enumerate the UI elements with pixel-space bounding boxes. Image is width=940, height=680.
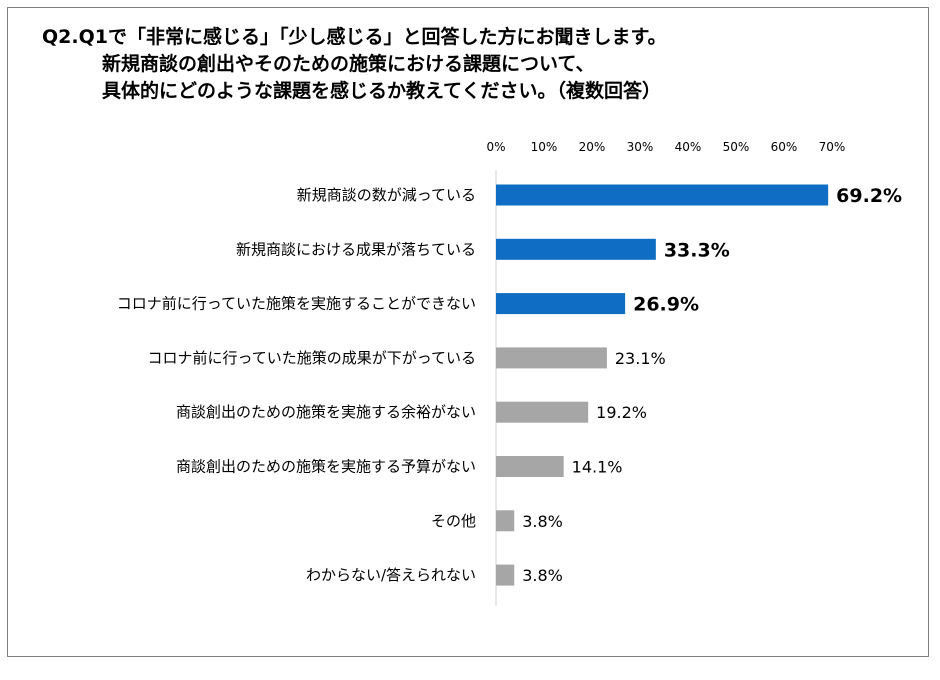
question-line-2: 新規商談の創出やそのための施策における課題について、: [102, 53, 595, 75]
x-tick-label: 10%: [531, 140, 558, 154]
x-tick-label: 40%: [675, 140, 702, 154]
bar: [496, 347, 607, 369]
data-label: 3.8%: [522, 512, 563, 531]
bar: [496, 401, 589, 423]
x-tick-label: 50%: [723, 140, 750, 154]
bar: [496, 184, 829, 206]
bar: [496, 456, 564, 477]
category-label: 新規商談における成果が落ちている: [236, 240, 476, 258]
data-label: 26.9%: [633, 294, 699, 316]
question-title: Q2.Q1で「非常に感じる」「少し感じる」と回答した方にお聞きします。 新規商談…: [42, 24, 667, 105]
category-label: 商談創出のための施策を実施する余裕がない: [176, 403, 476, 421]
bar: [496, 564, 515, 586]
category-label: その他: [431, 512, 476, 530]
x-tick-label: 60%: [771, 140, 798, 154]
category-label: コロナ前に行っていた施策の成果が下がっている: [147, 349, 476, 367]
category-label: 新規商談の数が減っている: [297, 186, 476, 204]
question-line-1: Q2.Q1で「非常に感じる」「少し感じる」と回答した方にお聞きします。: [42, 26, 667, 48]
x-tick-label: 70%: [819, 140, 846, 154]
bar: [496, 293, 626, 315]
category-label: わからない/答えられない: [306, 566, 476, 584]
category-label: コロナ前に行っていた施策を実施することができない: [117, 295, 476, 313]
x-tick-label: 0%: [486, 140, 505, 154]
bar: [496, 510, 515, 532]
question-line-3: 具体的にどのような課題を感じるか教えてください。（複数回答）: [102, 80, 661, 102]
data-label: 33.3%: [664, 239, 730, 261]
bar: [496, 238, 656, 260]
data-label: 3.8%: [522, 566, 563, 585]
data-label: 19.2%: [596, 403, 647, 422]
x-tick-label: 30%: [627, 140, 654, 154]
data-label: 23.1%: [615, 349, 666, 368]
data-label: 69.2%: [836, 185, 902, 207]
x-tick-label: 20%: [579, 140, 606, 154]
chart-frame: [7, 7, 929, 657]
data-label: 14.1%: [572, 458, 623, 477]
category-label: 商談創出のための施策を実施する予算がない: [176, 458, 476, 476]
